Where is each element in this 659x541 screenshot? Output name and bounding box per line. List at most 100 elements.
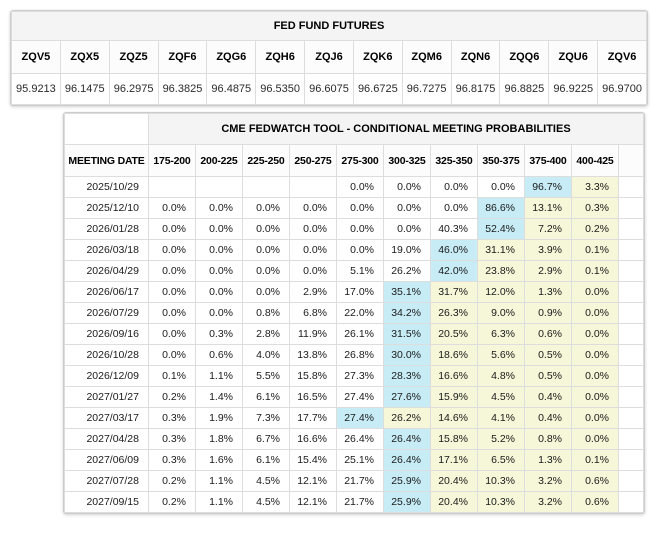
probability-cell: 0.0% bbox=[289, 218, 337, 240]
probability-cell: 0.0% bbox=[148, 323, 196, 345]
probability-cell: 26.4% bbox=[336, 428, 384, 450]
probability-cell: 1.8% bbox=[195, 428, 243, 450]
tail-probability-cell: 6.5% bbox=[477, 449, 525, 471]
probability-cell: 15.4% bbox=[289, 449, 337, 471]
tail-probability-cell: 6.3% bbox=[477, 323, 525, 345]
probability-cell: 4.0% bbox=[242, 344, 290, 366]
tail-probability-cell: 0.4% bbox=[524, 386, 572, 408]
meeting-date-cell: 2026/01/28 bbox=[64, 218, 149, 240]
probability-cell: 0.2% bbox=[148, 386, 196, 408]
probability-cell: 21.7% bbox=[336, 491, 384, 513]
meeting-date-cell: 2027/03/17 bbox=[64, 407, 149, 429]
probability-cell: 4.5% bbox=[242, 491, 290, 513]
futures-column-header: ZQQ6 bbox=[499, 40, 550, 74]
rate-range-header: 350-375 bbox=[477, 144, 525, 177]
probability-cell: 26.1% bbox=[336, 323, 384, 345]
tail-probability-cell: 10.3% bbox=[477, 470, 525, 492]
probability-cell: 0.0% bbox=[289, 239, 337, 261]
tail-probability-cell: 0.1% bbox=[571, 239, 619, 261]
probability-cell: 2.9% bbox=[289, 281, 337, 303]
probability-cell: 0.0% bbox=[195, 281, 243, 303]
tail-probability-cell: 20.4% bbox=[430, 491, 478, 513]
tail-probability-cell: 1.3% bbox=[524, 449, 572, 471]
fedwatch-header-row: MEETING DATE 175-200 200-225 225-250 250-27… bbox=[64, 144, 644, 177]
probability-cell: 0.0% bbox=[148, 344, 196, 366]
tail-probability-cell: 3.3% bbox=[571, 176, 619, 198]
rate-range-header: 175-200 bbox=[148, 144, 196, 177]
futures-column-header: ZQZ5 bbox=[108, 40, 159, 74]
meeting-date-cell: 2026/12/09 bbox=[64, 365, 149, 387]
gutter-cell bbox=[618, 176, 644, 198]
fedwatch-body: 2025/10/29 0.0% 0.0% 0.0% 0.0% 96.7% 3.3% 2025/… bbox=[64, 176, 644, 513]
tail-probability-cell: 0.6% bbox=[524, 323, 572, 345]
probability-cell: 0.0% bbox=[289, 260, 337, 282]
futures-price-cell: 96.9700 bbox=[597, 73, 647, 105]
table-row: 2027/09/15 0.2% 1.1% 4.5% 12.1% 21.7% 25.9% 20.… bbox=[64, 491, 644, 513]
futures-price-cell: 96.8825 bbox=[499, 73, 550, 105]
table-row: 2026/01/28 0.0% 0.0% 0.0% 0.0% 0.0% 0.0% 40.3% 5… bbox=[64, 218, 644, 240]
table-row: 2026/04/29 0.0% 0.0% 0.0% 0.0% 5.1% 26.2% 42.0%… bbox=[64, 260, 644, 282]
probability-cell: 0.0% bbox=[336, 218, 384, 240]
probability-cell: 0.0% bbox=[195, 260, 243, 282]
gutter-cell bbox=[618, 302, 644, 324]
tail-probability-cell: 5.6% bbox=[477, 344, 525, 366]
gutter-header bbox=[618, 144, 644, 177]
tail-probability-cell: 0.1% bbox=[571, 449, 619, 471]
table-row: 2025/12/10 0.0% 0.0% 0.0% 0.0% 0.0% 0.0% 0.0% 86… bbox=[64, 197, 644, 219]
probability-cell: 27.4% bbox=[336, 386, 384, 408]
tail-probability-cell: 0.8% bbox=[524, 428, 572, 450]
table-row: 2026/06/17 0.0% 0.0% 0.0% 2.9% 17.0% 35.1% 31.7… bbox=[64, 281, 644, 303]
futures-column-header: ZQG6 bbox=[206, 40, 257, 74]
table-row: 2027/01/27 0.2% 1.4% 6.1% 16.5% 27.4% 27.6% 15.… bbox=[64, 386, 644, 408]
table-row: 2027/06/09 0.3% 1.6% 6.1% 15.4% 25.1% 26.4% 17.… bbox=[64, 449, 644, 471]
max-probability-cell: 30.0% bbox=[383, 344, 431, 366]
tail-probability-cell: 4.8% bbox=[477, 365, 525, 387]
probability-cell: 0.0% bbox=[195, 302, 243, 324]
probability-cell: 0.0% bbox=[242, 260, 290, 282]
meeting-date-cell: 2026/07/29 bbox=[64, 302, 149, 324]
probability-cell: 6.1% bbox=[242, 449, 290, 471]
probability-cell: 0.3% bbox=[148, 449, 196, 471]
gutter-cell bbox=[618, 239, 644, 261]
fedwatch-title-row: CME FEDWATCH TOOL - CONDITIONAL MEETING … bbox=[64, 113, 644, 145]
tail-probability-cell: 26.3% bbox=[430, 302, 478, 324]
probability-cell: 0.0% bbox=[430, 176, 478, 198]
gutter-cell bbox=[618, 428, 644, 450]
probability-cell: 0.0% bbox=[195, 239, 243, 261]
tail-probability-cell: 14.6% bbox=[430, 407, 478, 429]
probability-cell: 19.0% bbox=[383, 239, 431, 261]
tail-probability-cell: 0.0% bbox=[571, 281, 619, 303]
meeting-date-cell: 2027/01/27 bbox=[64, 386, 149, 408]
probability-cell: 2.8% bbox=[242, 323, 290, 345]
tail-probability-cell: 0.0% bbox=[571, 407, 619, 429]
gutter-cell bbox=[618, 344, 644, 366]
max-probability-cell: 28.3% bbox=[383, 365, 431, 387]
probability-cell: 0.0% bbox=[477, 176, 525, 198]
meeting-date-cell: 2025/10/29 bbox=[64, 176, 149, 198]
probability-cell: 12.1% bbox=[289, 470, 337, 492]
futures-price-cell: 96.7275 bbox=[401, 73, 452, 105]
tail-probability-cell: 7.2% bbox=[524, 218, 572, 240]
futures-price-cell: 96.1475 bbox=[59, 73, 110, 105]
tail-probability-cell: 20.5% bbox=[430, 323, 478, 345]
fed-fund-futures-panel: FED FUND FUTURES ZQV5 ZQX5 ZQZ5 ZQF6 ZQG6 ZQH… bbox=[10, 10, 648, 106]
meeting-date-cell: 2027/04/28 bbox=[64, 428, 149, 450]
futures-column-header: ZQU6 bbox=[548, 40, 599, 74]
futures-price-cell: 96.2975 bbox=[108, 73, 159, 105]
tail-probability-cell: 0.0% bbox=[571, 323, 619, 345]
probability-cell: 13.8% bbox=[289, 344, 337, 366]
probability-cell bbox=[148, 176, 196, 198]
tail-probability-cell: 31.7% bbox=[430, 281, 478, 303]
futures-column-header: ZQV5 bbox=[11, 40, 61, 74]
futures-price-cell: 96.4875 bbox=[206, 73, 257, 105]
table-row: 2027/07/28 0.2% 1.1% 4.5% 12.1% 21.7% 25.9% 20.… bbox=[64, 470, 644, 492]
fedwatch-panel: CME FEDWATCH TOOL - CONDITIONAL MEETING … bbox=[63, 112, 645, 514]
meeting-date-cell: 2025/12/10 bbox=[64, 197, 149, 219]
probability-cell: 26.8% bbox=[336, 344, 384, 366]
probability-cell: 0.3% bbox=[148, 407, 196, 429]
max-probability-cell: 26.4% bbox=[383, 428, 431, 450]
probability-cell: 21.7% bbox=[336, 470, 384, 492]
max-probability-cell: 25.9% bbox=[383, 470, 431, 492]
probability-cell: 16.6% bbox=[289, 428, 337, 450]
probability-cell: 17.0% bbox=[336, 281, 384, 303]
